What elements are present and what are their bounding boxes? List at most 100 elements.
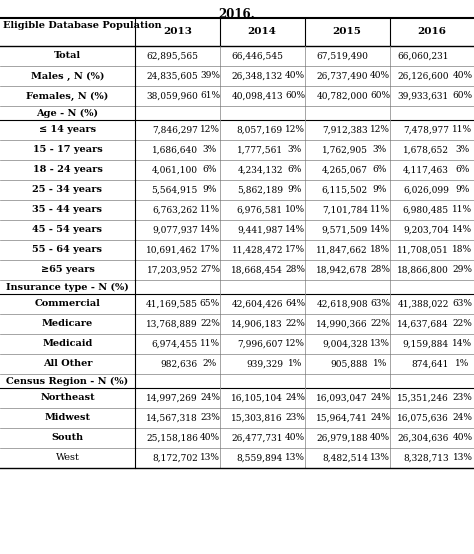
Text: 13%: 13%: [285, 454, 305, 463]
Text: 3%: 3%: [203, 146, 217, 155]
Text: 11%: 11%: [200, 206, 220, 214]
Text: 16,093,047: 16,093,047: [316, 393, 368, 403]
Text: Age - N (%): Age - N (%): [36, 109, 99, 117]
Text: Census Region - N (%): Census Region - N (%): [7, 376, 128, 386]
Text: 10,691,462: 10,691,462: [146, 245, 198, 254]
Text: 26,348,132: 26,348,132: [232, 71, 283, 80]
Text: 42,604,426: 42,604,426: [231, 300, 283, 309]
Text: 63%: 63%: [453, 300, 473, 309]
Text: 35 - 44 years: 35 - 44 years: [33, 206, 102, 214]
Text: 7,846,297: 7,846,297: [152, 126, 198, 135]
Text: 12%: 12%: [200, 126, 220, 135]
Text: 22%: 22%: [453, 320, 473, 329]
Text: 24%: 24%: [285, 393, 305, 403]
Text: 12%: 12%: [285, 126, 305, 135]
Text: 14,637,684: 14,637,684: [397, 320, 449, 329]
Text: 67,519,490: 67,519,490: [316, 52, 368, 60]
Text: Medicaid: Medicaid: [42, 340, 93, 348]
Text: Northeast: Northeast: [40, 393, 95, 403]
Text: 23%: 23%: [453, 393, 473, 403]
Text: 17%: 17%: [200, 245, 220, 254]
Text: 13%: 13%: [370, 454, 390, 463]
Text: 9%: 9%: [288, 186, 302, 194]
Text: 40%: 40%: [200, 433, 220, 443]
Text: 982,636: 982,636: [161, 360, 198, 368]
Text: 28%: 28%: [370, 265, 390, 274]
Text: 40%: 40%: [285, 433, 305, 443]
Text: 24%: 24%: [453, 413, 473, 423]
Text: 6,115,502: 6,115,502: [322, 186, 368, 194]
Text: 4,061,100: 4,061,100: [152, 166, 198, 175]
Text: 39,933,631: 39,933,631: [398, 91, 449, 100]
Text: 8,328,713: 8,328,713: [403, 454, 449, 463]
Text: 9%: 9%: [373, 186, 387, 194]
Text: South: South: [52, 433, 83, 443]
Text: 7,101,784: 7,101,784: [322, 206, 368, 214]
Text: 64%: 64%: [285, 300, 305, 309]
Text: 60%: 60%: [285, 91, 305, 100]
Text: 18%: 18%: [370, 245, 390, 254]
Text: 41,388,022: 41,388,022: [398, 300, 449, 309]
Text: West: West: [55, 454, 80, 463]
Text: 23%: 23%: [285, 413, 305, 423]
Text: 4,117,463: 4,117,463: [403, 166, 449, 175]
Text: 9%: 9%: [203, 186, 217, 194]
Text: 9,077,937: 9,077,937: [152, 225, 198, 234]
Text: 1%: 1%: [288, 360, 302, 368]
Text: 24%: 24%: [200, 393, 220, 403]
Text: 23%: 23%: [200, 413, 220, 423]
Text: 6%: 6%: [203, 166, 217, 175]
Text: 66,060,231: 66,060,231: [398, 52, 449, 60]
Text: 62,895,565: 62,895,565: [146, 52, 198, 60]
Text: 6,763,262: 6,763,262: [152, 206, 198, 214]
Text: 60%: 60%: [370, 91, 390, 100]
Text: 14,906,183: 14,906,183: [231, 320, 283, 329]
Text: 5,564,915: 5,564,915: [152, 186, 198, 194]
Text: 17,203,952: 17,203,952: [146, 265, 198, 274]
Text: 11,708,051: 11,708,051: [397, 245, 449, 254]
Text: 9,203,704: 9,203,704: [403, 225, 449, 234]
Text: 4,265,067: 4,265,067: [322, 166, 368, 175]
Text: 26,304,636: 26,304,636: [398, 433, 449, 443]
Text: 63%: 63%: [370, 300, 390, 309]
Text: Eligible Database Population: Eligible Database Population: [3, 21, 162, 30]
Text: 22%: 22%: [285, 320, 305, 329]
Text: 25 - 34 years: 25 - 34 years: [33, 186, 102, 194]
Text: 9,159,884: 9,159,884: [403, 340, 449, 348]
Text: 1,762,905: 1,762,905: [322, 146, 368, 155]
Text: 905,888: 905,888: [330, 360, 368, 368]
Text: 18 - 24 years: 18 - 24 years: [33, 166, 102, 175]
Text: 14%: 14%: [453, 340, 473, 348]
Text: 14,990,366: 14,990,366: [316, 320, 368, 329]
Text: 22%: 22%: [370, 320, 390, 329]
Text: 14%: 14%: [370, 225, 390, 234]
Text: 29%: 29%: [453, 265, 473, 274]
Text: 1,686,640: 1,686,640: [152, 146, 198, 155]
Text: 12%: 12%: [285, 340, 305, 348]
Text: 6,974,455: 6,974,455: [152, 340, 198, 348]
Text: 10%: 10%: [285, 206, 305, 214]
Text: 40%: 40%: [370, 71, 390, 80]
Text: 65%: 65%: [200, 300, 220, 309]
Text: 40%: 40%: [370, 433, 390, 443]
Text: 14%: 14%: [200, 225, 220, 234]
Text: 939,329: 939,329: [246, 360, 283, 368]
Text: 11%: 11%: [453, 126, 473, 135]
Text: 60%: 60%: [453, 91, 473, 100]
Text: Males , N (%): Males , N (%): [31, 71, 104, 80]
Text: 11%: 11%: [453, 206, 473, 214]
Text: 8,057,169: 8,057,169: [237, 126, 283, 135]
Text: 18,942,678: 18,942,678: [316, 265, 368, 274]
Text: 61%: 61%: [200, 91, 220, 100]
Text: 26,979,188: 26,979,188: [316, 433, 368, 443]
Text: 14%: 14%: [453, 225, 473, 234]
Text: 6,026,099: 6,026,099: [403, 186, 449, 194]
Text: 24%: 24%: [370, 413, 390, 423]
Text: 40%: 40%: [453, 433, 473, 443]
Text: 24,835,605: 24,835,605: [146, 71, 198, 80]
Text: 39%: 39%: [200, 71, 220, 80]
Text: 40,098,413: 40,098,413: [231, 91, 283, 100]
Text: 7,996,607: 7,996,607: [237, 340, 283, 348]
Text: 26,477,731: 26,477,731: [231, 433, 283, 443]
Text: ≤ 14 years: ≤ 14 years: [39, 126, 96, 135]
